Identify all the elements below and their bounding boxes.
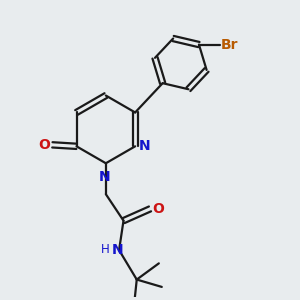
Text: H: H xyxy=(101,243,110,256)
Text: N: N xyxy=(112,243,123,257)
Text: N: N xyxy=(139,139,150,153)
Text: O: O xyxy=(38,138,50,152)
Text: Br: Br xyxy=(221,38,238,52)
Text: N: N xyxy=(98,170,110,184)
Text: O: O xyxy=(152,202,164,216)
